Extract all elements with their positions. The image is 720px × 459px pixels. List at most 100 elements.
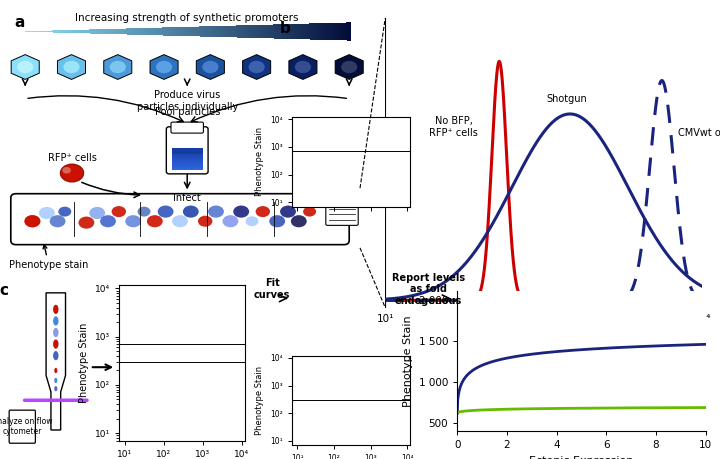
Bar bbox=[314, 23, 317, 39]
Bar bbox=[63, 30, 66, 33]
Circle shape bbox=[222, 215, 238, 227]
Bar bbox=[120, 28, 122, 34]
Bar bbox=[269, 25, 272, 39]
Bar bbox=[65, 30, 68, 33]
Bar bbox=[97, 29, 101, 34]
Text: CMVwt only: CMVwt only bbox=[678, 128, 720, 138]
Bar bbox=[132, 28, 135, 35]
Circle shape bbox=[198, 216, 212, 227]
Bar bbox=[134, 28, 137, 35]
Bar bbox=[137, 28, 140, 35]
Bar bbox=[84, 30, 86, 34]
Bar bbox=[151, 28, 154, 35]
Circle shape bbox=[54, 378, 58, 383]
Bar bbox=[170, 27, 173, 36]
Bar bbox=[116, 29, 119, 34]
Bar bbox=[91, 29, 94, 34]
Bar bbox=[323, 23, 326, 40]
Bar bbox=[29, 31, 32, 32]
Bar bbox=[217, 26, 220, 37]
Bar bbox=[315, 23, 318, 39]
Bar bbox=[202, 27, 205, 37]
Bar bbox=[264, 25, 266, 38]
Bar bbox=[268, 25, 271, 39]
Bar bbox=[213, 26, 216, 37]
Bar bbox=[141, 28, 143, 35]
FancyBboxPatch shape bbox=[325, 201, 359, 225]
Bar bbox=[215, 26, 218, 37]
Circle shape bbox=[172, 215, 188, 227]
Bar bbox=[69, 30, 73, 33]
Bar bbox=[328, 23, 331, 40]
Bar bbox=[144, 28, 147, 35]
Bar bbox=[343, 22, 346, 40]
Bar bbox=[172, 161, 203, 162]
Bar bbox=[235, 26, 238, 38]
Bar bbox=[245, 25, 248, 38]
Text: 10²: 10² bbox=[482, 313, 500, 324]
Bar bbox=[253, 25, 256, 38]
Y-axis label: Phenotype Stain: Phenotype Stain bbox=[403, 316, 413, 407]
Bar bbox=[103, 29, 106, 34]
Bar bbox=[124, 28, 127, 34]
Bar bbox=[81, 30, 84, 34]
Bar bbox=[118, 28, 121, 34]
Bar bbox=[122, 28, 125, 34]
Bar bbox=[36, 31, 39, 32]
Bar bbox=[254, 25, 257, 38]
Circle shape bbox=[303, 207, 316, 217]
Bar bbox=[223, 26, 226, 37]
Bar bbox=[301, 24, 304, 39]
Text: Produce virus
particles individually: Produce virus particles individually bbox=[137, 90, 238, 112]
Bar bbox=[307, 23, 310, 39]
Text: Cells: Cells bbox=[373, 168, 383, 194]
Bar bbox=[282, 24, 285, 39]
Bar bbox=[216, 26, 219, 37]
Bar bbox=[159, 28, 162, 35]
Circle shape bbox=[53, 328, 58, 337]
Bar bbox=[232, 26, 235, 37]
Bar bbox=[155, 28, 158, 35]
Circle shape bbox=[156, 61, 172, 73]
Bar bbox=[215, 26, 217, 37]
Bar bbox=[55, 30, 58, 33]
Bar bbox=[45, 31, 48, 32]
Bar bbox=[345, 22, 348, 40]
Bar bbox=[172, 160, 203, 162]
Bar bbox=[228, 26, 231, 37]
Bar bbox=[126, 28, 129, 34]
Bar bbox=[224, 26, 227, 37]
Bar bbox=[341, 22, 343, 40]
Bar bbox=[76, 30, 79, 33]
Circle shape bbox=[24, 215, 40, 227]
FancyBboxPatch shape bbox=[9, 410, 35, 443]
Bar bbox=[333, 23, 336, 40]
Bar bbox=[302, 24, 305, 39]
Bar bbox=[226, 26, 229, 37]
Bar bbox=[185, 27, 188, 36]
Bar bbox=[304, 23, 307, 39]
Bar bbox=[194, 27, 197, 36]
Bar bbox=[258, 25, 261, 38]
Text: a: a bbox=[14, 15, 24, 30]
Bar bbox=[135, 28, 138, 35]
Bar bbox=[143, 28, 145, 35]
Bar bbox=[104, 29, 107, 34]
Bar bbox=[87, 29, 90, 34]
Circle shape bbox=[246, 216, 258, 226]
Bar bbox=[172, 157, 203, 158]
Circle shape bbox=[256, 206, 270, 217]
Bar bbox=[176, 27, 179, 36]
Bar bbox=[173, 27, 176, 36]
Bar bbox=[199, 27, 202, 37]
Bar bbox=[88, 29, 91, 34]
Bar bbox=[292, 24, 295, 39]
Bar bbox=[57, 30, 60, 33]
Bar bbox=[284, 24, 287, 39]
Bar bbox=[271, 24, 274, 39]
Bar bbox=[271, 24, 274, 39]
Polygon shape bbox=[104, 55, 132, 79]
Bar bbox=[172, 159, 203, 160]
Bar bbox=[109, 29, 112, 34]
Bar bbox=[287, 24, 289, 39]
